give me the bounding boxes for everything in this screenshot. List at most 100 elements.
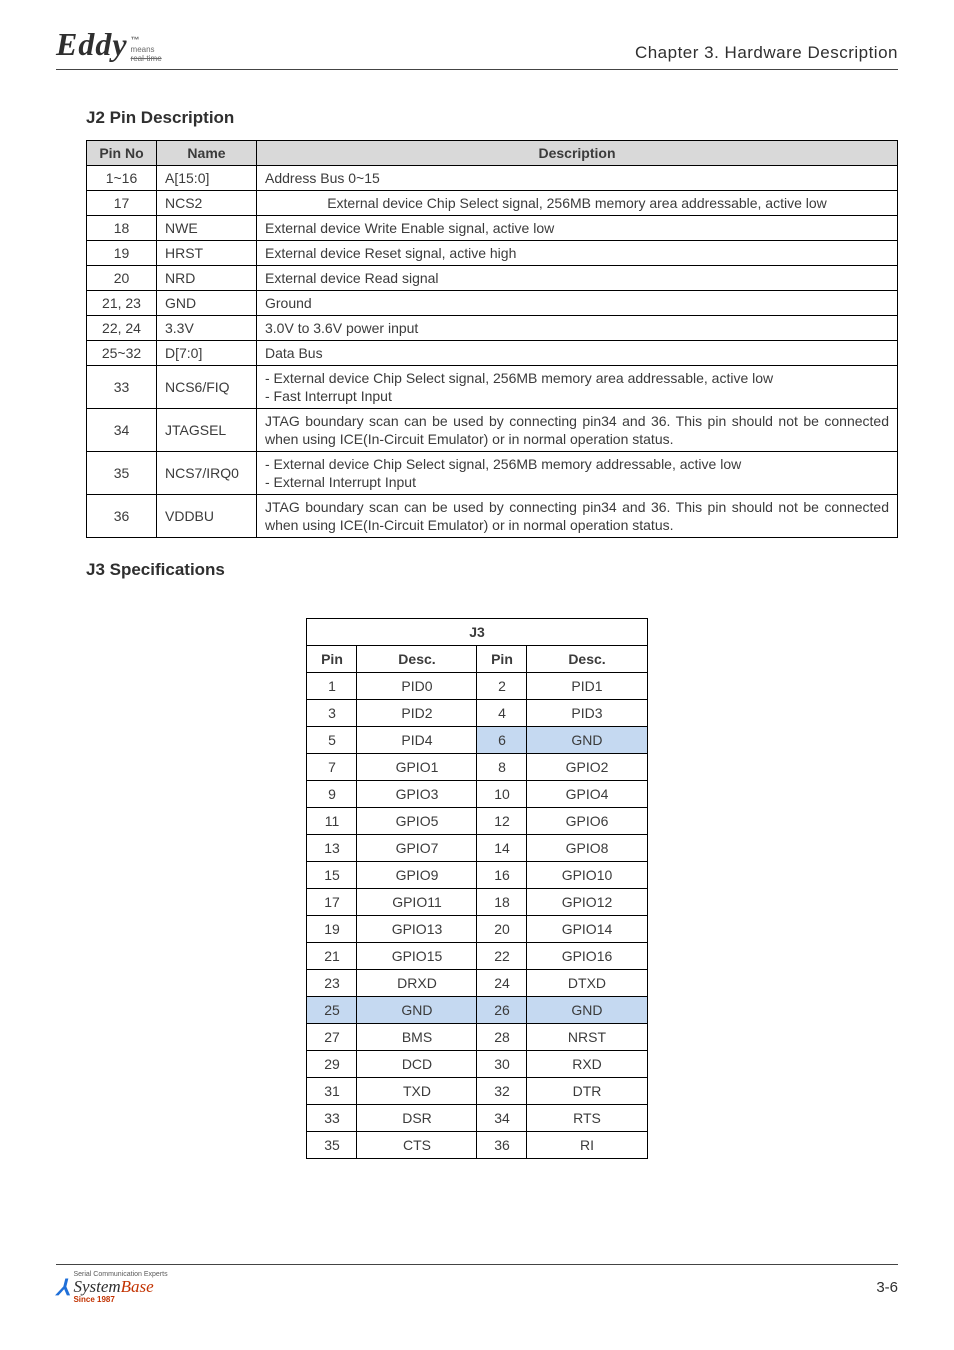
j3-cell: 3 <box>307 700 357 727</box>
j3-cell: 30 <box>477 1051 527 1078</box>
footer-brand-system: System <box>73 1277 120 1296</box>
j3-cell: GPIO15 <box>357 943 477 970</box>
j3-cell: GPIO2 <box>527 754 647 781</box>
j3-cell: 5 <box>307 727 357 754</box>
j2-thead: Pin No Name Description <box>87 141 898 166</box>
j3-cell: 26 <box>477 997 527 1024</box>
j3-cell: GND <box>527 997 647 1024</box>
j3-cell: PID2 <box>357 700 477 727</box>
table-row: 1PID02PID1 <box>307 673 647 700</box>
footer-main: SystemBase <box>73 1278 167 1295</box>
j3-cell: 19 <box>307 916 357 943</box>
j3-cell: CTS <box>357 1132 477 1159</box>
table-row: 36VDDBUJTAG boundary scan can be used by… <box>87 495 898 538</box>
j3-cell: GPIO5 <box>357 808 477 835</box>
j2-cell-desc: Ground <box>257 291 898 316</box>
j3-cell: 13 <box>307 835 357 862</box>
j3-cell: 1 <box>307 673 357 700</box>
j2-cell-name: A[15:0] <box>157 166 257 191</box>
j3-cell: GPIO11 <box>357 889 477 916</box>
j3-cell: 20 <box>477 916 527 943</box>
j2-cell-pin: 34 <box>87 409 157 452</box>
j3-cell: 36 <box>477 1132 527 1159</box>
footer-glyph: ⅄ <box>56 1277 69 1299</box>
table-row: 7GPIO18GPIO2 <box>307 754 647 781</box>
table-row: 18NWEExternal device Write Enable signal… <box>87 216 898 241</box>
j2-cell-name: NCS2 <box>157 191 257 216</box>
j3-cell: RTS <box>527 1105 647 1132</box>
j2-table: Pin No Name Description 1~16A[15:0]Addre… <box>86 140 898 538</box>
j2-tbody: 1~16A[15:0]Address Bus 0~1517NCS2Externa… <box>87 166 898 538</box>
table-row: 17NCS2External device Chip Select signal… <box>87 191 898 216</box>
j2-cell-pin: 17 <box>87 191 157 216</box>
j2-cell-pin: 22, 24 <box>87 316 157 341</box>
table-row: 35NCS7/IRQ0- External device Chip Select… <box>87 452 898 495</box>
j3-cell: RXD <box>527 1051 647 1078</box>
j2-cell-desc: JTAG boundary scan can be used by connec… <box>257 409 898 452</box>
j3-cell: GPIO16 <box>527 943 647 970</box>
j3-cell: 14 <box>477 835 527 862</box>
header-rule <box>56 69 898 70</box>
j3-cell: 11 <box>307 808 357 835</box>
j2-cell-name: NWE <box>157 216 257 241</box>
j3-title-row: J3 <box>307 619 647 646</box>
j2-cell-name: NCS6/FIQ <box>157 366 257 409</box>
j3-cell: GPIO9 <box>357 862 477 889</box>
j3-cell: 31 <box>307 1078 357 1105</box>
j3-cell: PID0 <box>357 673 477 700</box>
j3-cell: 18 <box>477 889 527 916</box>
j3-cell: BMS <box>357 1024 477 1051</box>
j3-cell: 28 <box>477 1024 527 1051</box>
table-row: 31TXD32DTR <box>307 1078 647 1105</box>
j3-cell: 22 <box>477 943 527 970</box>
j2-cell-desc: - External device Chip Select signal, 25… <box>257 366 898 409</box>
j3-cell: RI <box>527 1132 647 1159</box>
j3-head-row: Pin Desc. Pin Desc. <box>307 646 647 673</box>
j2-cell-name: 3.3V <box>157 316 257 341</box>
j3-cell: 25 <box>307 997 357 1024</box>
j2-cell-desc: External device Chip Select signal, 256M… <box>257 191 898 216</box>
table-row: 3PID24PID3 <box>307 700 647 727</box>
j3-cell: GPIO1 <box>357 754 477 781</box>
j2-cell-desc: 3.0V to 3.6V power input <box>257 316 898 341</box>
j2-cell-name: GND <box>157 291 257 316</box>
j2-cell-pin: 36 <box>87 495 157 538</box>
j3-cell: GND <box>357 997 477 1024</box>
j3-cell: 35 <box>307 1132 357 1159</box>
logo-subtext: ™ means real-time <box>131 36 162 63</box>
j3-cell: 6 <box>477 727 527 754</box>
j2-heading: J2 Pin Description <box>86 108 898 128</box>
j2-col-desc: Description <box>257 141 898 166</box>
j3-cell: 33 <box>307 1105 357 1132</box>
footer-brand: ⅄ Serial Communication Experts SystemBas… <box>56 1271 168 1304</box>
logo-means: means <box>131 45 155 54</box>
j3-cell: 27 <box>307 1024 357 1051</box>
j2-cell-pin: 21, 23 <box>87 291 157 316</box>
j2-cell-desc: External device Read signal <box>257 266 898 291</box>
header-row: Eddy ™ means real-time Chapter 3. Hardwa… <box>56 26 898 63</box>
j2-cell-pin: 33 <box>87 366 157 409</box>
j3-tbody: 1PID02PID13PID24PID35PID46GND7GPIO18GPIO… <box>307 673 647 1159</box>
j2-cell-pin: 25~32 <box>87 341 157 366</box>
j3-head-desc1: Desc. <box>357 646 477 673</box>
j3-cell: PID1 <box>527 673 647 700</box>
j3-head-desc2: Desc. <box>527 646 647 673</box>
j2-cell-desc: Data Bus <box>257 341 898 366</box>
j3-cell: DCD <box>357 1051 477 1078</box>
j2-table-wrap: Pin No Name Description 1~16A[15:0]Addre… <box>86 140 898 538</box>
j3-table-wrap: J3 Pin Desc. Pin Desc. 1PID02PID13PID24P… <box>56 618 898 1159</box>
j3-head-pin1: Pin <box>307 646 357 673</box>
j2-cell-pin: 35 <box>87 452 157 495</box>
j3-cell: DTXD <box>527 970 647 997</box>
table-row: 1~16A[15:0]Address Bus 0~15 <box>87 166 898 191</box>
logo-tm: ™ <box>131 36 140 45</box>
j3-cell: GPIO3 <box>357 781 477 808</box>
j3-cell: PID3 <box>527 700 647 727</box>
j2-cell-desc: JTAG boundary scan can be used by connec… <box>257 495 898 538</box>
table-row: 15GPIO916GPIO10 <box>307 862 647 889</box>
j2-cell-name: HRST <box>157 241 257 266</box>
j2-cell-name: VDDBU <box>157 495 257 538</box>
j3-cell: 8 <box>477 754 527 781</box>
table-row: 34JTAGSELJTAG boundary scan can be used … <box>87 409 898 452</box>
table-row: 17GPIO1118GPIO12 <box>307 889 647 916</box>
